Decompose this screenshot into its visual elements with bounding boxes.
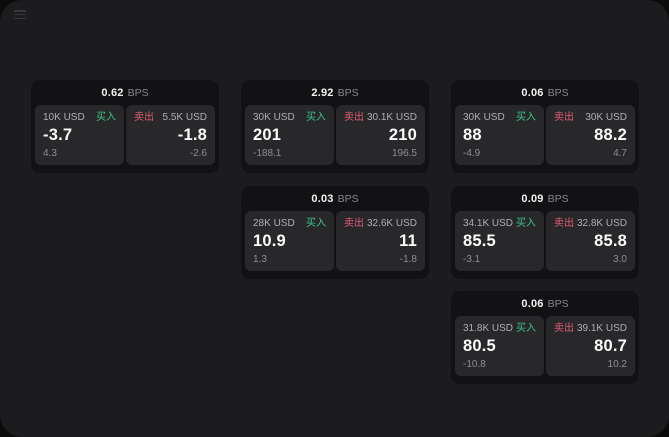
buy-value: 85.5 (463, 232, 496, 250)
sell-panel[interactable]: 卖出 30K USD 88.2 4.7 (546, 105, 635, 165)
buy-panel[interactable]: 10K USD 买入 -3.7 4.3 (35, 105, 124, 165)
buy-delta: -10.8 (463, 359, 486, 370)
buy-delta: 1.3 (253, 254, 267, 265)
sell-value: 80.7 (594, 337, 627, 355)
sell-value: 88.2 (594, 126, 627, 144)
buy-amount: 30K USD (253, 112, 295, 123)
buy-value: 80.5 (463, 337, 496, 355)
bps-header: 0.62 BPS (31, 80, 219, 105)
quote-card[interactable]: 0.62 BPS 10K USD 买入 -3.7 4.3 卖出 5.5K USD… (31, 80, 219, 173)
sell-value: 85.8 (594, 232, 627, 250)
buy-amount: 34.1K USD (463, 218, 514, 229)
sell-delta: -2.6 (189, 148, 207, 159)
sell-delta: 3.0 (613, 254, 627, 265)
sell-amount: 32.8K USD (576, 218, 627, 229)
sell-panel[interactable]: 卖出 30.1K USD 210 196.5 (336, 105, 425, 165)
buy-panel[interactable]: 30K USD 买入 88 -4.9 (455, 105, 544, 165)
buy-value: 10.9 (253, 232, 286, 250)
bps-header: 0.09 BPS (451, 186, 639, 211)
sell-value: 11 (399, 232, 417, 250)
sell-badge: 卖出 (554, 323, 574, 334)
buy-value: 88 (463, 126, 482, 144)
bps-value: 0.62 (101, 86, 124, 99)
sell-amount: 32.6K USD (366, 218, 417, 229)
sell-badge: 卖出 (344, 112, 364, 123)
bps-unit-label: BPS (547, 297, 569, 310)
buy-panel[interactable]: 31.8K USD 买入 80.5 -10.8 (455, 316, 544, 376)
buy-panel[interactable]: 30K USD 买入 201 -188.1 (245, 105, 334, 165)
buy-badge: 买入 (96, 112, 116, 123)
sell-delta: -1.8 (399, 254, 417, 265)
sell-panel[interactable]: 卖出 32.8K USD 85.8 3.0 (546, 211, 635, 271)
sell-delta: 10.2 (607, 359, 627, 370)
bps-value: 2.92 (311, 86, 334, 99)
menu-icon[interactable] (14, 10, 26, 19)
bps-header: 2.92 BPS (241, 80, 429, 105)
sell-panel[interactable]: 卖出 32.6K USD 11 -1.8 (336, 211, 425, 271)
buy-amount: 28K USD (253, 218, 295, 229)
sell-delta: 196.5 (391, 148, 417, 159)
quote-card[interactable]: 0.06 BPS 31.8K USD 买入 80.5 -10.8 卖出 39.1… (451, 291, 639, 384)
buy-value: 201 (253, 126, 282, 144)
sell-delta: 4.7 (613, 148, 627, 159)
buy-delta: -188.1 (253, 148, 282, 159)
bps-value: 0.03 (311, 192, 334, 205)
buy-badge: 买入 (306, 218, 326, 229)
buy-panel[interactable]: 28K USD 买入 10.9 1.3 (245, 211, 334, 271)
sell-badge: 卖出 (134, 112, 154, 123)
buy-amount: 30K USD (463, 112, 505, 123)
bps-value: 0.09 (521, 192, 544, 205)
bps-unit-label: BPS (337, 192, 359, 205)
buy-panel[interactable]: 34.1K USD 买入 85.5 -3.1 (455, 211, 544, 271)
bps-header: 0.03 BPS (241, 186, 429, 211)
sell-amount: 5.5K USD (162, 112, 207, 123)
sell-badge: 卖出 (554, 218, 574, 229)
bps-header: 0.06 BPS (451, 80, 639, 105)
sell-value: -1.8 (177, 126, 207, 144)
buy-badge: 买入 (516, 218, 536, 229)
buy-delta: 4.3 (43, 148, 57, 159)
bps-unit-label: BPS (337, 86, 359, 99)
buy-amount: 10K USD (43, 112, 85, 123)
bps-header: 0.06 BPS (451, 291, 639, 316)
buy-delta: -3.1 (463, 254, 481, 265)
quote-card[interactable]: 0.09 BPS 34.1K USD 买入 85.5 -3.1 卖出 32.8K… (451, 186, 639, 279)
buy-amount: 31.8K USD (463, 323, 514, 334)
quote-card[interactable]: 0.03 BPS 28K USD 买入 10.9 1.3 卖出 32.6K US… (241, 186, 429, 279)
sell-panel[interactable]: 卖出 5.5K USD -1.8 -2.6 (126, 105, 215, 165)
quote-card[interactable]: 2.92 BPS 30K USD 买入 201 -188.1 卖出 30.1K … (241, 80, 429, 173)
sell-panel[interactable]: 卖出 39.1K USD 80.7 10.2 (546, 316, 635, 376)
sell-amount: 30.1K USD (366, 112, 417, 123)
buy-value: -3.7 (43, 126, 73, 144)
quote-card[interactable]: 0.06 BPS 30K USD 买入 88 -4.9 卖出 30K USD 8… (451, 80, 639, 173)
bps-value: 0.06 (521, 86, 544, 99)
sell-badge: 卖出 (554, 112, 574, 123)
buy-badge: 买入 (516, 112, 536, 123)
sell-amount: 30K USD (585, 112, 627, 123)
bps-unit-label: BPS (127, 86, 149, 99)
sell-amount: 39.1K USD (576, 323, 627, 334)
sell-badge: 卖出 (344, 218, 364, 229)
bps-unit-label: BPS (547, 192, 569, 205)
bps-unit-label: BPS (547, 86, 569, 99)
buy-delta: -4.9 (463, 148, 481, 159)
sell-value: 210 (388, 126, 417, 144)
buy-badge: 买入 (306, 112, 326, 123)
buy-badge: 买入 (516, 323, 536, 334)
bps-value: 0.06 (521, 297, 544, 310)
